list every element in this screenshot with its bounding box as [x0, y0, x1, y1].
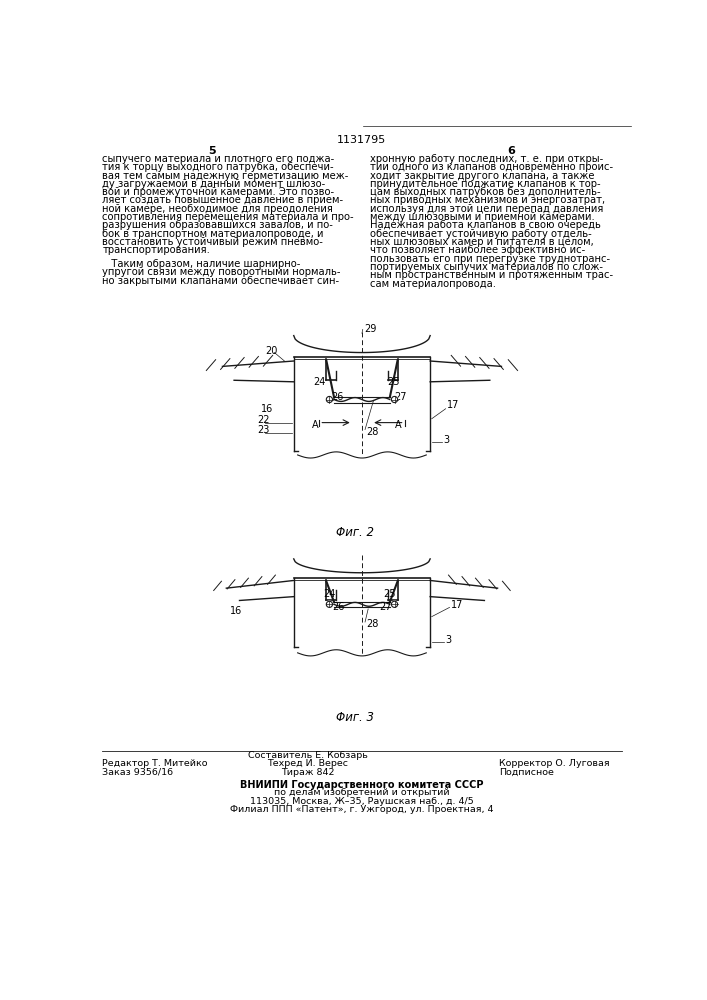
Text: Надежная работа клапанов в свою очередь: Надежная работа клапанов в свою очередь: [370, 220, 600, 230]
Text: разрушения образовавшихся завалов, и по-: разрушения образовавшихся завалов, и по-: [103, 220, 333, 230]
Text: восстановить устойчивый режим пневмо-: восстановить устойчивый режим пневмо-: [103, 237, 323, 247]
Text: по делам изобретений и открытий: по делам изобретений и открытий: [274, 788, 450, 797]
Text: ных шлюзовых камер и питателя в целом,: ных шлюзовых камер и питателя в целом,: [370, 237, 593, 247]
Text: тии одного из клапанов одновременно проис-: тии одного из клапанов одновременно прои…: [370, 162, 613, 172]
Text: сыпучего материала и плотного его поджа-: сыпучего материала и плотного его поджа-: [103, 154, 334, 164]
Text: обеспечивает устойчивую работу отдель-: обеспечивает устойчивую работу отдель-: [370, 229, 592, 239]
Text: 25: 25: [387, 377, 400, 387]
Text: между шлюзовыми и приемной камерами.: между шлюзовыми и приемной камерами.: [370, 212, 595, 222]
Text: бок в транспортном материалопроводе, и: бок в транспортном материалопроводе, и: [103, 229, 324, 239]
Text: транспортирования.: транспортирования.: [103, 245, 210, 255]
Text: 16: 16: [230, 606, 243, 616]
Text: 28: 28: [366, 427, 378, 437]
Text: 20: 20: [265, 346, 277, 356]
Text: упругой связи между поворотными нормаль-: упругой связи между поворотными нормаль-: [103, 267, 341, 277]
Text: 23: 23: [257, 425, 269, 435]
Text: 1131795: 1131795: [337, 135, 387, 145]
Text: используя для этой цели перепад давления: используя для этой цели перепад давления: [370, 204, 603, 214]
Text: цам выходных патрубков без дополнитель-: цам выходных патрубков без дополнитель-: [370, 187, 600, 197]
Text: ляет создать повышенное давление в прием-: ляет создать повышенное давление в прием…: [103, 195, 344, 205]
Text: ной камере, необходимое для преодоления: ной камере, необходимое для преодоления: [103, 204, 333, 214]
Text: тия к торцу выходного патрубка, обеспечи-: тия к торцу выходного патрубка, обеспечи…: [103, 162, 334, 172]
Text: Тираж 842: Тираж 842: [281, 768, 334, 777]
Text: 27: 27: [379, 602, 392, 612]
Text: ным пространственным и протяженным трас-: ным пространственным и протяженным трас-: [370, 270, 613, 280]
Text: Корректор О. Луговая: Корректор О. Луговая: [499, 759, 609, 768]
Text: ных приводных механизмов и энергозатрат,: ных приводных механизмов и энергозатрат,: [370, 195, 604, 205]
Text: ходит закрытие другого клапана, а также: ходит закрытие другого клапана, а также: [370, 171, 594, 181]
Text: пользовать его при перегрузке труднотранс-: пользовать его при перегрузке труднотран…: [370, 254, 610, 264]
Text: Филиал ППП «Патент», г. Ужгород, ул. Проектная, 4: Филиал ППП «Патент», г. Ужгород, ул. Про…: [230, 805, 493, 814]
Text: вая тем самым надежную герметизацию меж-: вая тем самым надежную герметизацию меж-: [103, 171, 349, 181]
Text: портируемых сыпучих материалов по слож-: портируемых сыпучих материалов по слож-: [370, 262, 602, 272]
Text: 28: 28: [366, 619, 378, 629]
Text: 25: 25: [384, 589, 396, 599]
Text: 16: 16: [261, 404, 274, 414]
Circle shape: [327, 601, 332, 607]
Text: 26: 26: [331, 392, 344, 402]
Text: 17: 17: [451, 600, 464, 610]
Text: Φиг. 3: Φиг. 3: [337, 711, 375, 724]
Circle shape: [392, 396, 397, 403]
Text: сопротивления перемещения материала и про-: сопротивления перемещения материала и пр…: [103, 212, 354, 222]
Text: 22: 22: [257, 415, 270, 425]
Text: A: A: [312, 420, 318, 430]
Text: 5: 5: [209, 146, 216, 156]
Text: Заказ 9356/16: Заказ 9356/16: [103, 768, 173, 777]
Text: 113035, Москва, Ж–35, Раушская наб., д. 4/5: 113035, Москва, Ж–35, Раушская наб., д. …: [250, 797, 474, 806]
Text: сам материалопровода.: сам материалопровода.: [370, 279, 496, 289]
Text: ду загружаемой в данный момент шлюзо-: ду загружаемой в данный момент шлюзо-: [103, 179, 326, 189]
Text: 29: 29: [364, 324, 377, 334]
Text: 3: 3: [445, 635, 452, 645]
Text: вой и промежуточной камерами. Это позво-: вой и промежуточной камерами. Это позво-: [103, 187, 334, 197]
Text: Техред И. Верес: Техред И. Верес: [267, 759, 349, 768]
Text: Φиг. 2: Φиг. 2: [337, 526, 375, 539]
Text: Редактор Т. Митейко: Редактор Т. Митейко: [103, 759, 208, 768]
Text: Таким образом, наличие шарнирно-: Таким образом, наличие шарнирно-: [103, 259, 300, 269]
Text: но закрытыми клапанами обеспечивает син-: но закрытыми клапанами обеспечивает син-: [103, 276, 339, 286]
Text: хронную работу последних, т. е. при откры-: хронную работу последних, т. е. при откр…: [370, 154, 603, 164]
Circle shape: [392, 601, 397, 607]
Text: ВНИИПИ Государственного комитета СССР: ВНИИПИ Государственного комитета СССР: [240, 780, 484, 790]
Text: 6: 6: [507, 146, 515, 156]
Text: 17: 17: [448, 400, 460, 410]
Text: Составитель Е. Кобзарь: Составитель Е. Кобзарь: [247, 751, 368, 760]
Text: 24: 24: [323, 589, 336, 599]
Text: 3: 3: [443, 435, 450, 445]
Text: A: A: [395, 420, 401, 430]
Text: принудительное поджатие клапанов к тор-: принудительное поджатие клапанов к тор-: [370, 179, 600, 189]
Text: 27: 27: [395, 392, 407, 402]
Text: 24: 24: [313, 377, 325, 387]
Text: 26: 26: [332, 602, 345, 612]
Circle shape: [327, 396, 332, 403]
Text: Подписное: Подписное: [499, 768, 554, 777]
Text: что позволяет наиболее эффективно ис-: что позволяет наиболее эффективно ис-: [370, 245, 585, 255]
